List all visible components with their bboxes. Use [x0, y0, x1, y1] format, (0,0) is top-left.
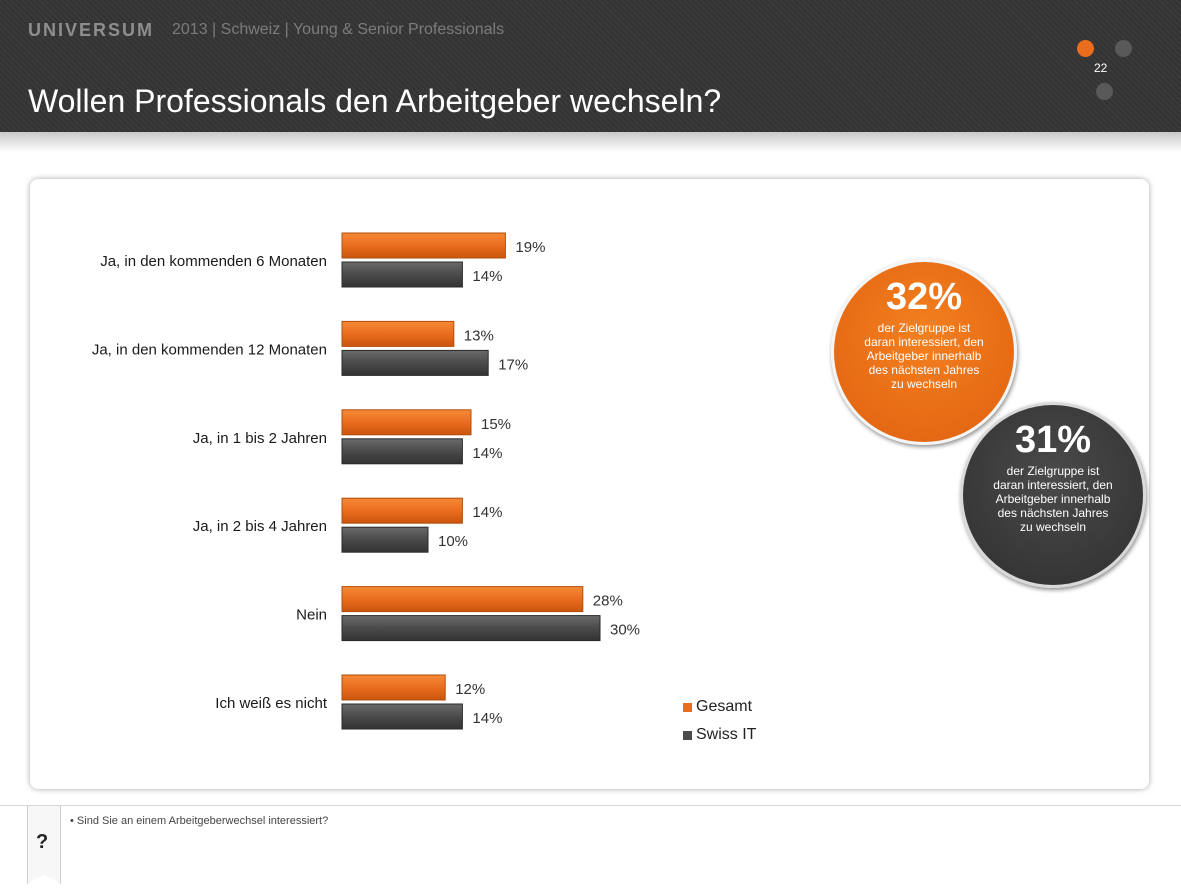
- bar-gesamt: [341, 232, 506, 259]
- bar-value-label: 10%: [438, 533, 468, 550]
- category-label: Ja, in 2 bis 4 Jahren: [193, 518, 327, 535]
- bar-value-label: 30%: [610, 622, 640, 639]
- bar-swiss-it: [341, 438, 463, 465]
- legend-item-gesamt: Gesamt: [683, 693, 756, 721]
- bar-value-label: 14%: [472, 445, 502, 462]
- bar-gesamt: [341, 674, 446, 701]
- callout-swiss-it-text: der Zielgruppe ist daran interessiert, d…: [993, 464, 1113, 534]
- nav-dot[interactable]: [1096, 83, 1113, 100]
- bar-value-label: 14%: [472, 268, 502, 285]
- page-title: Wollen Professionals den Arbeitgeber wec…: [28, 83, 722, 119]
- nav-dot[interactable]: [1115, 40, 1132, 57]
- bar-value-label: 19%: [515, 239, 545, 256]
- bar-value-label: 15%: [481, 416, 511, 433]
- bar-gesamt: [341, 497, 463, 524]
- callout-gesamt-value: 32%: [885, 276, 963, 318]
- bar-value-label: 17%: [498, 356, 528, 373]
- bar-value-label: 13%: [464, 327, 494, 344]
- bar-gesamt: [341, 586, 584, 613]
- callout-gesamt-text: der Zielgruppe ist daran interessiert, d…: [864, 321, 984, 391]
- bar-swiss-it: [341, 703, 463, 730]
- brand-logo: UNIVERSUM: [28, 20, 155, 40]
- footer-divider: [0, 805, 1181, 806]
- footnote-bullet: •: [70, 815, 74, 827]
- callout-swiss-it: 31% der Zielgruppe ist daran interessier…: [960, 402, 1146, 588]
- bar-swiss-it: [341, 615, 601, 642]
- callout-swiss-it-value: 31%: [1014, 419, 1092, 461]
- header-shadow: [0, 132, 1181, 152]
- question-tab: [27, 806, 61, 884]
- bar-swiss-it: [341, 349, 489, 376]
- question-mark-icon: ?: [36, 831, 49, 853]
- category-label: Ja, in 1 bis 2 Jahren: [193, 430, 327, 447]
- legend-swatch-swiss-it: [683, 730, 692, 740]
- category-label: Ich weiß es nicht: [215, 695, 328, 712]
- nav-dot-active[interactable]: [1077, 40, 1094, 57]
- category-label: Nein: [296, 607, 327, 624]
- bar-gesamt: [341, 320, 455, 347]
- legend-label-swiss-it: Swiss IT: [696, 726, 757, 743]
- legend-swatch-gesamt: [683, 702, 692, 712]
- legend-label-gesamt: Gesamt: [696, 698, 753, 715]
- bar-value-label: 14%: [472, 504, 502, 521]
- category-label: Ja, in den kommenden 12 Monaten: [92, 341, 327, 358]
- survey-question: • Sind Sie an einem Arbeitgeberwechsel i…: [70, 815, 328, 827]
- bar-value-label: 14%: [472, 710, 502, 727]
- footnote-text: Sind Sie an einem Arbeitgeberwechsel int…: [76, 815, 329, 827]
- category-label: Ja, in den kommenden 6 Monaten: [100, 253, 327, 270]
- chart-legend: Gesamt Swiss IT: [683, 693, 756, 749]
- bar-value-label: 28%: [593, 593, 623, 610]
- bar-swiss-it: [341, 261, 463, 288]
- bar-swiss-it: [341, 526, 429, 553]
- bar-gesamt: [341, 409, 472, 436]
- legend-item-swiss-it: Swiss IT: [683, 721, 756, 749]
- page-number: 22: [1094, 61, 1108, 75]
- header-subtitle: 2013 | Schweiz | Young & Senior Professi…: [172, 21, 505, 38]
- callout-gesamt: 32% der Zielgruppe ist daran interessier…: [831, 259, 1017, 445]
- header-band: UNIVERSUM 2013 | Schweiz | Young & Senio…: [0, 0, 1181, 132]
- bar-value-label: 12%: [455, 681, 485, 698]
